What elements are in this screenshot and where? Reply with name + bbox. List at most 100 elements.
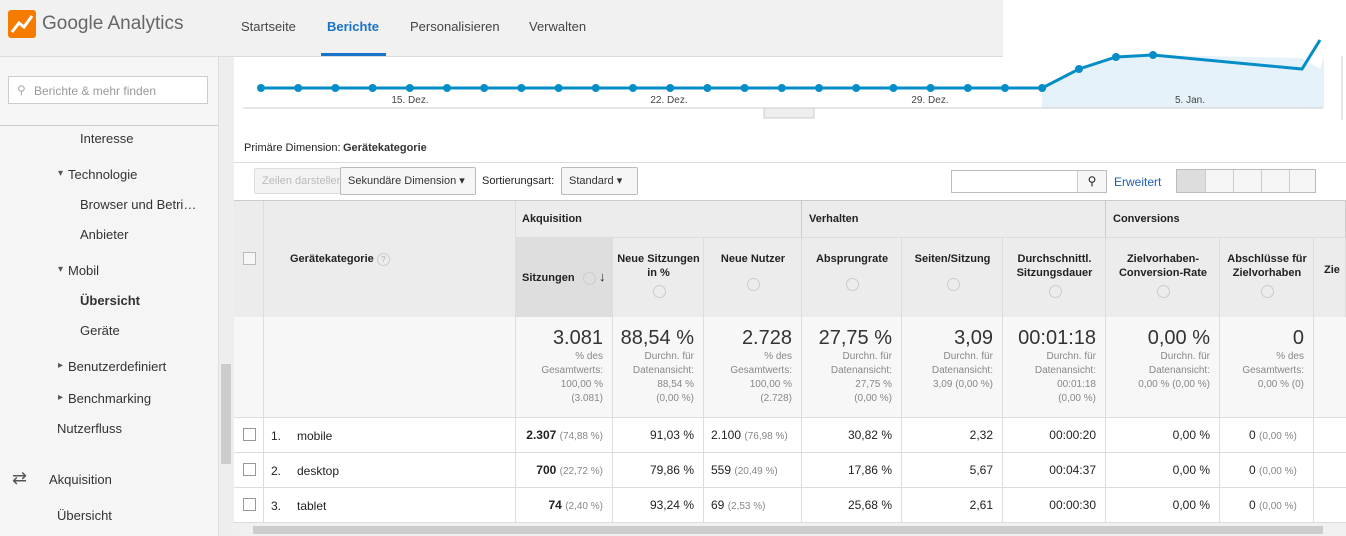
acquisition-icon: ⇄ [12,468,28,488]
total-note: 3,09 (0,00 %) [932,379,993,390]
sort-value: Standard [569,175,614,187]
row-index: 2. [271,464,282,478]
column-header[interactable]: Zie [1314,238,1346,317]
row-name[interactable]: tablet [297,499,327,513]
row-index: 3. [271,499,282,513]
cell-content: 30,82 % [848,428,892,442]
data-cell: 5,67 [902,453,1003,488]
expand-arrow: ▾ [58,264,64,275]
cell-value: 93,24 % [649,498,694,512]
help-icon[interactable] [747,278,760,291]
cell-content: 0 (0,00 %) [1249,428,1297,442]
column-header[interactable]: Sitzungen ↓ [515,238,613,317]
nav-item[interactable]: Nutzerfluss [57,421,123,436]
x-label: 5. Jan. [1175,95,1205,106]
cell-share: (0,00 %) [1259,431,1297,442]
search-icon[interactable]: ⚲ [1077,171,1106,192]
nav-item[interactable]: Browser und Betri… [80,197,197,212]
help-icon[interactable] [583,272,596,285]
total-cell: 3,09 Durchn. für Datenansicht: 3,09 (0,00 %… [902,317,1003,418]
sort-dropdown[interactable]: Standard ▾ [561,167,638,195]
cell-content: 2.100 (76,98 %) [711,428,788,442]
column-header[interactable]: Durchschnittl. Sitzungsdauer [1003,238,1106,317]
horizontal-scrollbar[interactable] [233,522,1346,536]
point [629,84,637,92]
nav-item[interactable]: Übersicht [80,293,140,308]
show-rows-button[interactable]: Zeilen darstellen [254,168,351,194]
row-checkbox[interactable] [243,463,256,476]
cell-value: 0 [1249,463,1256,477]
cell-content: 17,86 % [848,463,892,477]
point [554,84,563,92]
row-line [234,487,1346,488]
sidebar-scrollbar[interactable] [218,57,234,536]
sort-arrow[interactable]: ↓ [599,269,606,284]
column-header[interactable]: Seiten/Sitzung [902,238,1003,317]
help-icon[interactable] [1048,285,1062,298]
cell-value: 0,00 % [1172,498,1210,512]
cell-value: 0,00 % [1172,463,1210,477]
column-header[interactable]: Neue Sitzungen in % [613,238,704,317]
scroll-thumb[interactable] [221,364,231,464]
nav-link[interactable]: Berichte [327,19,380,34]
total-cell: 0,00 % Durchn. für Datenansicht: 0,00 % (0,… [1106,317,1220,418]
nav-item[interactable]: Mobil [68,263,100,278]
advanced-link[interactable]: Erweitert [1114,175,1162,189]
total-note: % des [1276,351,1304,362]
data-cell: 2,32 [902,418,1003,453]
nav-link[interactable]: Verwalten [529,19,587,34]
help-icon[interactable] [652,285,666,298]
point [517,84,526,92]
point [815,84,823,92]
scroll-thumb[interactable] [253,526,1323,534]
data-cell: 25,68 % [802,488,902,523]
checkbox[interactable] [243,252,256,265]
cell-value: 00:04:37 [1049,463,1096,477]
nav-item[interactable]: Geräte [80,323,120,338]
nav-item[interactable]: Interesse [80,131,134,146]
nav-item[interactable]: Benutzerdefiniert [68,359,167,374]
dimension-header[interactable]: Gerätekategorie ? [290,253,390,266]
total-note: (0,00 %) [1058,393,1096,404]
nav-item[interactable]: Technologie [68,167,138,182]
table-search[interactable]: ⚲ [951,170,1107,193]
point [703,84,712,92]
cell-value: 0 [1249,428,1256,442]
help-icon[interactable] [1157,285,1170,298]
view-table[interactable] [1177,170,1205,192]
nav-link[interactable]: Startseite [241,19,296,34]
nav-item[interactable]: Übersicht [57,508,112,523]
nav-item[interactable]: Anbieter [80,227,129,242]
column-header[interactable]: Zielvorhaben-Conversion-Rate [1106,238,1220,317]
cell-share: (74,88 %) [559,431,603,442]
total-note: 88,54 % [657,379,694,390]
dimension-title: Gerätekategorie [290,253,374,265]
point [591,84,600,92]
help-icon[interactable] [946,278,960,291]
column-header[interactable]: Neue Nutzer [704,238,802,317]
row-name[interactable]: desktop [297,464,340,478]
nav-item[interactable]: Benchmarking [68,391,152,406]
total-note: 0,00 % (0,00 %) [1138,379,1210,390]
cell-content: 25,68 % [848,498,892,512]
help-icon[interactable]: ? [376,253,390,266]
row-checkbox[interactable] [243,428,256,441]
column-header[interactable]: Absprungrate [802,238,902,317]
expand-arrow: ▾ [58,168,64,179]
column-header[interactable]: Abschlüsse für Zielvorhaben [1220,238,1314,317]
group-title: Akquisition [522,213,582,225]
total-note: Durchn. für [842,351,892,362]
help-icon[interactable] [1261,285,1274,298]
total-note: Datenansicht: [632,365,694,376]
secondary-dimension-button[interactable]: Sekundäre Dimension ▾ [340,167,476,195]
nav-link[interactable]: Personalisieren [410,19,500,34]
help-icon[interactable] [846,278,859,291]
cell-value: 0 [1249,498,1256,512]
total-note: 0,00 % (0) [1257,379,1304,390]
view-switcher[interactable] [1176,169,1316,193]
search-box[interactable]: Berichte & mehr finden ⚲ [8,76,208,104]
nav-item[interactable]: Akquisition [49,472,112,487]
row-name[interactable]: mobile [297,429,333,443]
row-checkbox[interactable] [243,498,256,511]
